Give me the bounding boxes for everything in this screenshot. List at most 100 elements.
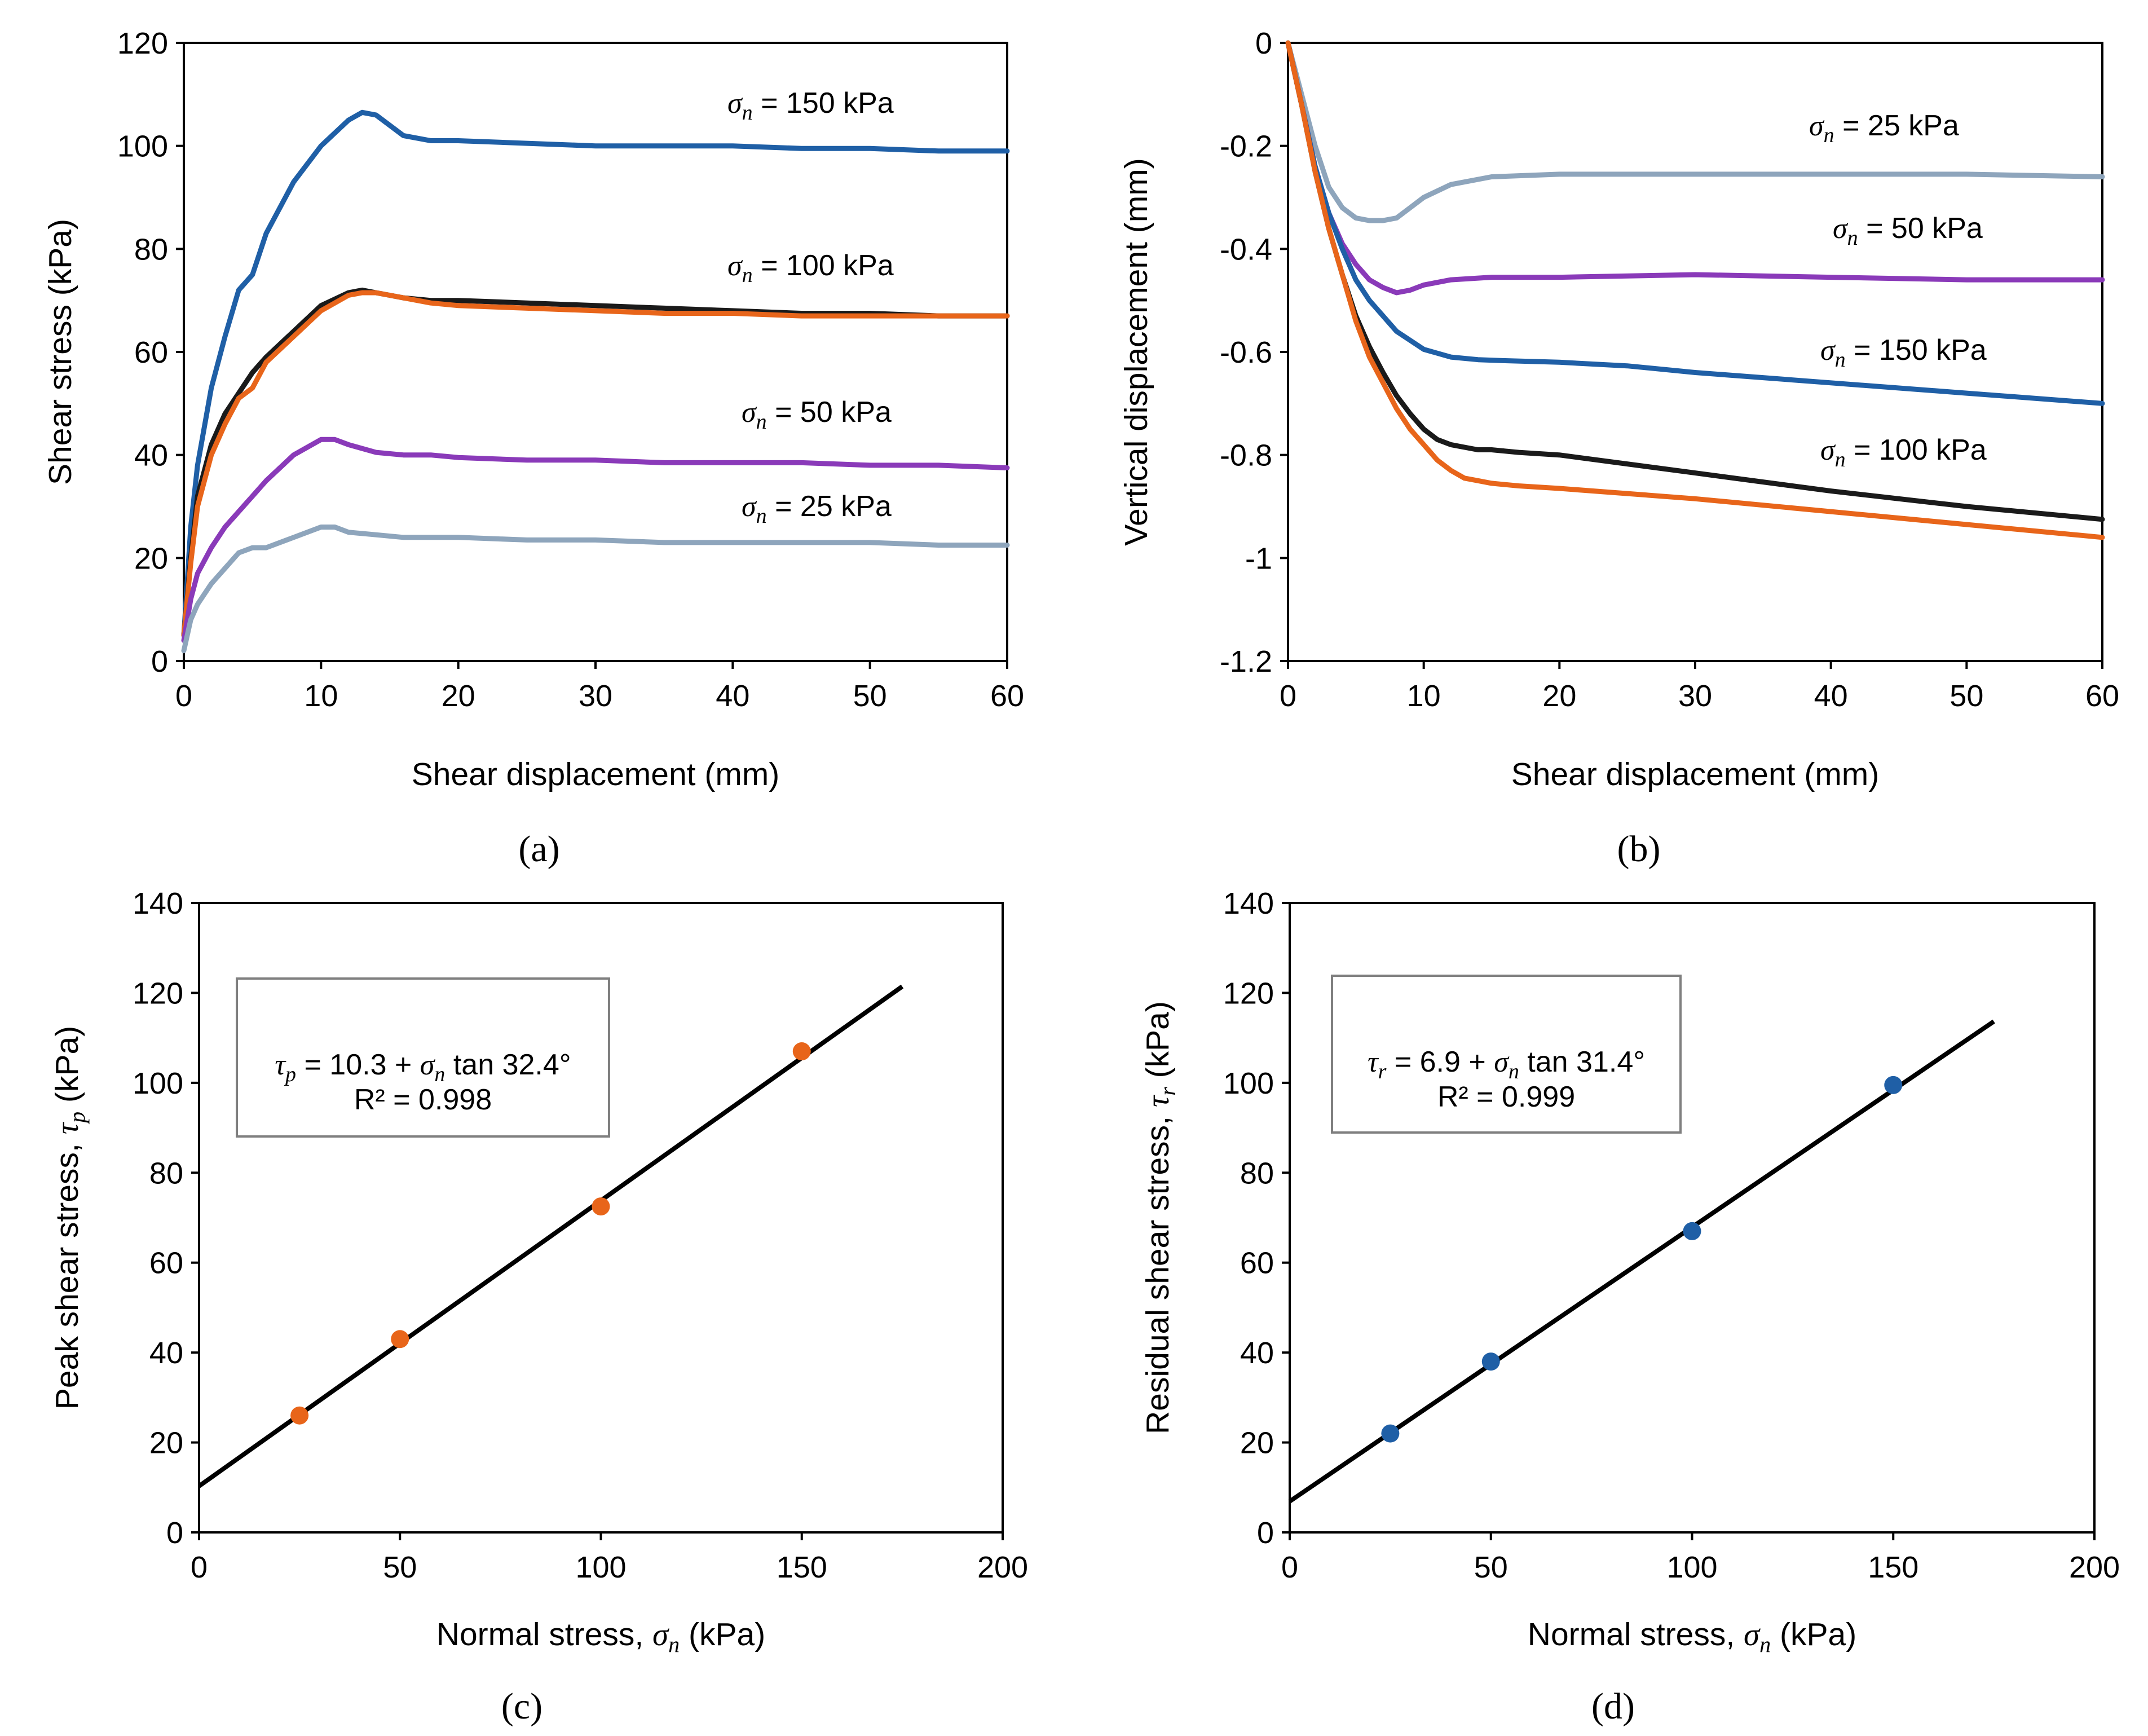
y-tick-label: 80 xyxy=(134,232,168,266)
x-tick-label: 100 xyxy=(1666,1550,1717,1584)
x-axis-label: Shear displacement (mm) xyxy=(412,756,780,792)
series-line-s150 xyxy=(181,109,1010,638)
curve-label: σn = 50 kPa xyxy=(1833,212,1983,250)
data-point xyxy=(1683,1222,1701,1240)
y-tick-label: 80 xyxy=(1240,1156,1274,1190)
r-squared: R² = 0.999 xyxy=(1437,1081,1575,1113)
x-tick-label: 0 xyxy=(191,1550,208,1584)
y-tick-label: 20 xyxy=(134,541,168,575)
x-tick-label: 0 xyxy=(1280,679,1296,713)
panel-b: 0 10 20 30 40 50 60 0 -0.2 -0.4 -0.6 -0.8 -1 -1.2 σn =… xyxy=(1118,27,2119,870)
curve-label: σn = 100 kPa xyxy=(1820,434,1987,472)
fit-line xyxy=(1288,1019,1995,1504)
x-tick-label: 40 xyxy=(1814,679,1848,713)
curve-label: σn = 50 kPa xyxy=(742,396,892,434)
y-tick-label: 0 xyxy=(166,1516,183,1550)
panel-caption: (b) xyxy=(1617,829,1661,870)
y-tick-label: 100 xyxy=(133,1067,183,1100)
panel-caption: (d) xyxy=(1591,1686,1635,1727)
y-tick-label: -0.4 xyxy=(1220,232,1272,266)
series-line-s50 xyxy=(181,437,1010,643)
fit-line xyxy=(197,984,904,1488)
x-tick-label: 150 xyxy=(777,1550,827,1584)
series-line-s100b xyxy=(1285,40,2105,540)
y-tick-label: 40 xyxy=(1240,1336,1274,1370)
x-tick-label: 50 xyxy=(1949,679,1983,713)
y-tick-label: 40 xyxy=(134,439,168,473)
series-line-s25 xyxy=(1285,40,2105,223)
y-axis-label: Vertical displacement (mm) xyxy=(1118,158,1154,545)
x-tick-label: 200 xyxy=(2069,1550,2120,1584)
y-tick-label: 0 xyxy=(1255,27,1272,60)
y-tick-label: 20 xyxy=(149,1426,183,1460)
y-tick-label: -0.8 xyxy=(1220,439,1272,473)
curve-label: σn = 150 kPa xyxy=(727,87,894,125)
data-point xyxy=(1884,1076,1903,1094)
series-line-s100b xyxy=(181,290,1010,638)
y-tick-label: 120 xyxy=(117,27,168,60)
y-tick-label: 60 xyxy=(1240,1246,1274,1280)
x-tick-label: 60 xyxy=(2085,679,2119,713)
y-tick-label: 60 xyxy=(149,1246,183,1280)
x-tick-label: 30 xyxy=(579,679,612,713)
x-tick-label: 40 xyxy=(716,679,749,713)
x-tick-label: 200 xyxy=(977,1550,1028,1584)
data-point xyxy=(391,1330,409,1349)
y-tick-label: -1.2 xyxy=(1220,645,1272,678)
y-tick-label: 80 xyxy=(149,1156,183,1190)
curve-label: σn = 150 kPa xyxy=(1820,334,1987,372)
y-axis-label: Residual shear stress, τr (kPa) xyxy=(1140,1001,1180,1434)
y-tick-label: -0.2 xyxy=(1220,130,1272,164)
panel-c: 0 50 100 150 200 0 20 40 60 80 100 120 140 τp = 10.3 … xyxy=(49,887,1028,1727)
y-tick-label: 40 xyxy=(149,1336,183,1370)
data-point xyxy=(290,1406,309,1425)
x-tick-label: 50 xyxy=(1474,1550,1508,1584)
curve-label: σn = 100 kPa xyxy=(727,249,894,287)
x-tick-label: 0 xyxy=(175,679,192,713)
x-tick-label: 150 xyxy=(1868,1550,1918,1584)
y-tick-label: 100 xyxy=(117,130,168,164)
y-tick-label: -1 xyxy=(1245,541,1272,575)
y-axis-label: Shear stress (kPa) xyxy=(42,219,78,485)
y-tick-label: 120 xyxy=(133,976,183,1010)
y-tick-label: 120 xyxy=(1223,976,1274,1010)
x-tick-label: 100 xyxy=(575,1550,626,1584)
x-tick-label: 60 xyxy=(990,679,1024,713)
x-tick-label: 10 xyxy=(304,679,338,713)
fit-equation: τr = 6.9 + σn tan 31.4° xyxy=(1368,1046,1645,1083)
x-tick-label: 10 xyxy=(1407,679,1441,713)
panel-caption: (a) xyxy=(518,829,559,870)
data-point xyxy=(792,1042,811,1061)
x-tick-label: 0 xyxy=(1281,1550,1298,1584)
series-line-s25 xyxy=(181,525,1010,654)
x-axis-label: Normal stress, σn (kPa) xyxy=(436,1616,765,1657)
series-line-s150 xyxy=(1285,40,2105,406)
x-axis-label: Shear displacement (mm) xyxy=(1511,756,1880,792)
data-point xyxy=(1381,1424,1400,1443)
y-tick-label: 0 xyxy=(151,645,168,678)
data-point xyxy=(1481,1352,1500,1371)
panel-a: 0 10 20 30 40 50 60 0 20 40 60 80 100 120 σn = 150 kPa… xyxy=(42,27,1024,870)
equation-box xyxy=(1331,975,1682,1134)
x-tick-label: 50 xyxy=(383,1550,417,1584)
y-tick-label: -0.6 xyxy=(1220,336,1272,369)
panel-d: 0 50 100 150 200 0 20 40 60 80 100 120 140 τr = 6.9 +… xyxy=(1140,887,2120,1727)
y-tick-label: 140 xyxy=(1223,887,1274,920)
y-tick-label: 140 xyxy=(133,887,183,920)
y-tick-label: 100 xyxy=(1223,1067,1274,1100)
r-squared: R² = 0.998 xyxy=(354,1083,492,1116)
x-tick-label: 20 xyxy=(1542,679,1576,713)
y-tick-label: 0 xyxy=(1257,1516,1274,1550)
panel-caption: (c) xyxy=(501,1686,542,1727)
data-point xyxy=(592,1197,610,1216)
x-tick-label: 20 xyxy=(442,679,475,713)
x-axis-label: Normal stress, σn (kPa) xyxy=(1528,1616,1856,1657)
fit-equation: τp = 10.3 + σn tan 32.4° xyxy=(275,1048,571,1086)
x-tick-label: 50 xyxy=(853,679,887,713)
y-axis-label: Peak shear stress, τp (kPa) xyxy=(49,1026,90,1409)
y-tick-label: 20 xyxy=(1240,1426,1274,1460)
x-tick-label: 30 xyxy=(1678,679,1712,713)
y-tick-label: 60 xyxy=(134,336,168,369)
curve-label: σn = 25 kPa xyxy=(1809,109,1959,147)
